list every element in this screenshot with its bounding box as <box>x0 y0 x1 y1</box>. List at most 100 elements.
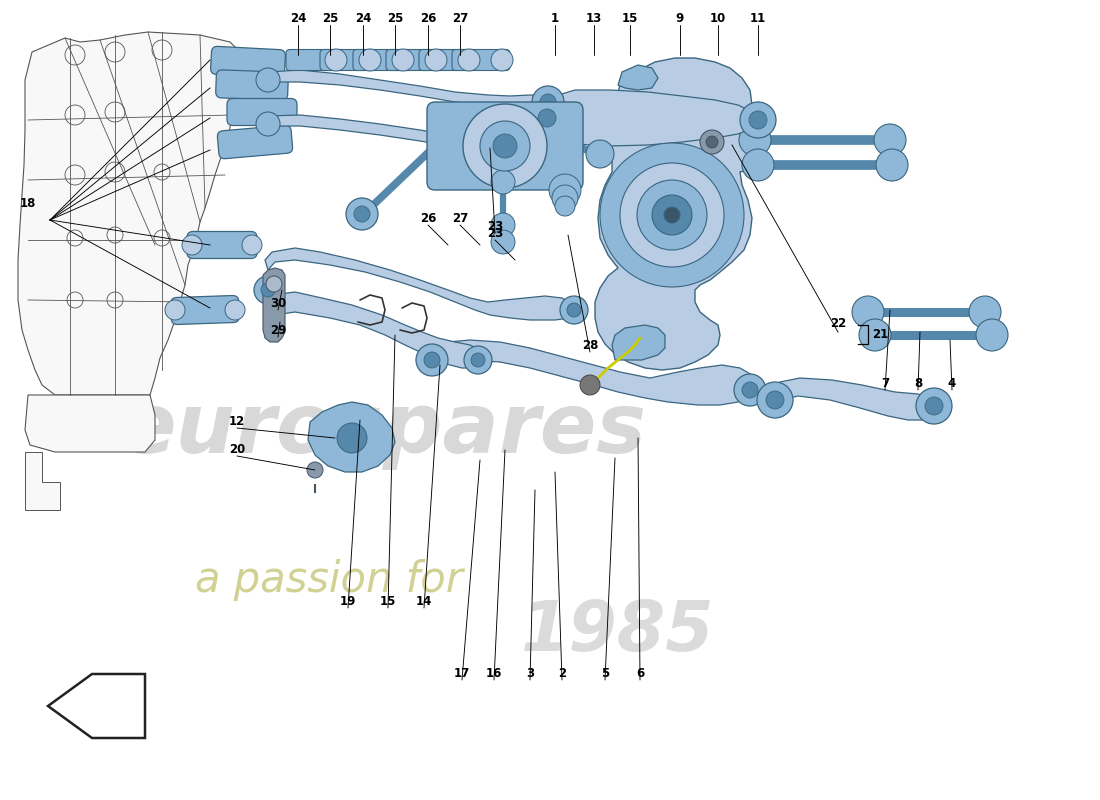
Circle shape <box>392 49 414 71</box>
Circle shape <box>969 296 1001 328</box>
Circle shape <box>458 49 480 71</box>
Polygon shape <box>770 378 938 420</box>
Polygon shape <box>595 58 758 370</box>
FancyBboxPatch shape <box>427 102 583 190</box>
Circle shape <box>324 49 346 71</box>
Circle shape <box>182 235 202 255</box>
FancyBboxPatch shape <box>227 98 297 126</box>
Text: 7: 7 <box>881 377 889 390</box>
FancyBboxPatch shape <box>218 126 293 158</box>
Circle shape <box>534 130 566 162</box>
Text: 1: 1 <box>551 12 559 25</box>
Circle shape <box>538 109 556 127</box>
Circle shape <box>766 391 784 409</box>
Text: 26: 26 <box>420 212 437 225</box>
Circle shape <box>757 382 793 418</box>
Circle shape <box>706 136 718 148</box>
Circle shape <box>261 283 275 297</box>
Text: 17: 17 <box>454 667 470 680</box>
FancyBboxPatch shape <box>187 231 257 258</box>
Circle shape <box>600 143 744 287</box>
Circle shape <box>637 180 707 250</box>
Circle shape <box>471 353 485 367</box>
Circle shape <box>491 49 513 71</box>
Circle shape <box>256 68 280 92</box>
Text: 1985: 1985 <box>520 598 714 666</box>
Circle shape <box>256 112 280 136</box>
Text: 28: 28 <box>582 339 598 352</box>
Circle shape <box>556 196 575 216</box>
Circle shape <box>734 374 766 406</box>
Text: 22: 22 <box>829 317 846 330</box>
Circle shape <box>652 195 692 235</box>
Text: 10: 10 <box>710 12 726 25</box>
Circle shape <box>542 138 558 154</box>
Text: 27: 27 <box>452 12 469 25</box>
Text: 14: 14 <box>416 595 432 608</box>
Text: a passion for: a passion for <box>195 559 463 601</box>
Text: 18: 18 <box>20 197 36 210</box>
Circle shape <box>852 296 884 328</box>
Circle shape <box>859 319 891 351</box>
Polygon shape <box>25 395 155 452</box>
Text: 12: 12 <box>229 415 245 428</box>
Circle shape <box>424 352 440 368</box>
Circle shape <box>242 235 262 255</box>
Text: 21: 21 <box>872 329 889 342</box>
Polygon shape <box>308 402 395 472</box>
Circle shape <box>165 300 185 320</box>
Circle shape <box>742 382 758 398</box>
Circle shape <box>540 94 556 110</box>
Text: 25: 25 <box>387 12 404 25</box>
Circle shape <box>552 185 578 211</box>
Circle shape <box>532 86 564 118</box>
Text: 8: 8 <box>914 377 922 390</box>
Text: 20: 20 <box>229 443 245 456</box>
Polygon shape <box>612 325 666 360</box>
Text: 5: 5 <box>601 667 609 680</box>
Circle shape <box>586 140 614 168</box>
Text: 11: 11 <box>750 12 766 25</box>
Circle shape <box>976 319 1008 351</box>
Text: 30: 30 <box>270 297 286 310</box>
Text: 24: 24 <box>289 12 306 25</box>
Polygon shape <box>48 674 145 738</box>
Circle shape <box>254 276 282 304</box>
Circle shape <box>491 230 515 254</box>
Circle shape <box>749 111 767 129</box>
Text: 25: 25 <box>322 12 338 25</box>
Circle shape <box>620 163 724 267</box>
Circle shape <box>700 130 724 154</box>
FancyBboxPatch shape <box>286 50 344 70</box>
Circle shape <box>742 149 774 181</box>
Circle shape <box>416 344 448 376</box>
Text: 15: 15 <box>379 595 396 608</box>
Circle shape <box>740 102 776 138</box>
FancyBboxPatch shape <box>216 70 288 100</box>
Circle shape <box>354 206 370 222</box>
Circle shape <box>337 423 367 453</box>
Circle shape <box>359 49 381 71</box>
Circle shape <box>529 100 565 136</box>
Polygon shape <box>25 452 60 510</box>
Text: 3: 3 <box>526 667 535 680</box>
Polygon shape <box>265 115 552 154</box>
Circle shape <box>480 121 530 171</box>
Text: 13: 13 <box>586 12 602 25</box>
Circle shape <box>266 276 282 292</box>
Circle shape <box>566 303 581 317</box>
Text: eurospares: eurospares <box>120 390 647 470</box>
FancyBboxPatch shape <box>419 50 477 70</box>
Polygon shape <box>618 65 658 90</box>
Text: 24: 24 <box>355 12 371 25</box>
Polygon shape <box>263 268 285 342</box>
Text: 16: 16 <box>486 667 503 680</box>
Text: 26: 26 <box>420 12 437 25</box>
Circle shape <box>876 149 907 181</box>
Text: 23: 23 <box>487 227 503 240</box>
Polygon shape <box>265 248 575 320</box>
FancyBboxPatch shape <box>386 50 444 70</box>
Text: 23: 23 <box>487 220 503 233</box>
Circle shape <box>916 388 952 424</box>
Circle shape <box>739 124 771 156</box>
